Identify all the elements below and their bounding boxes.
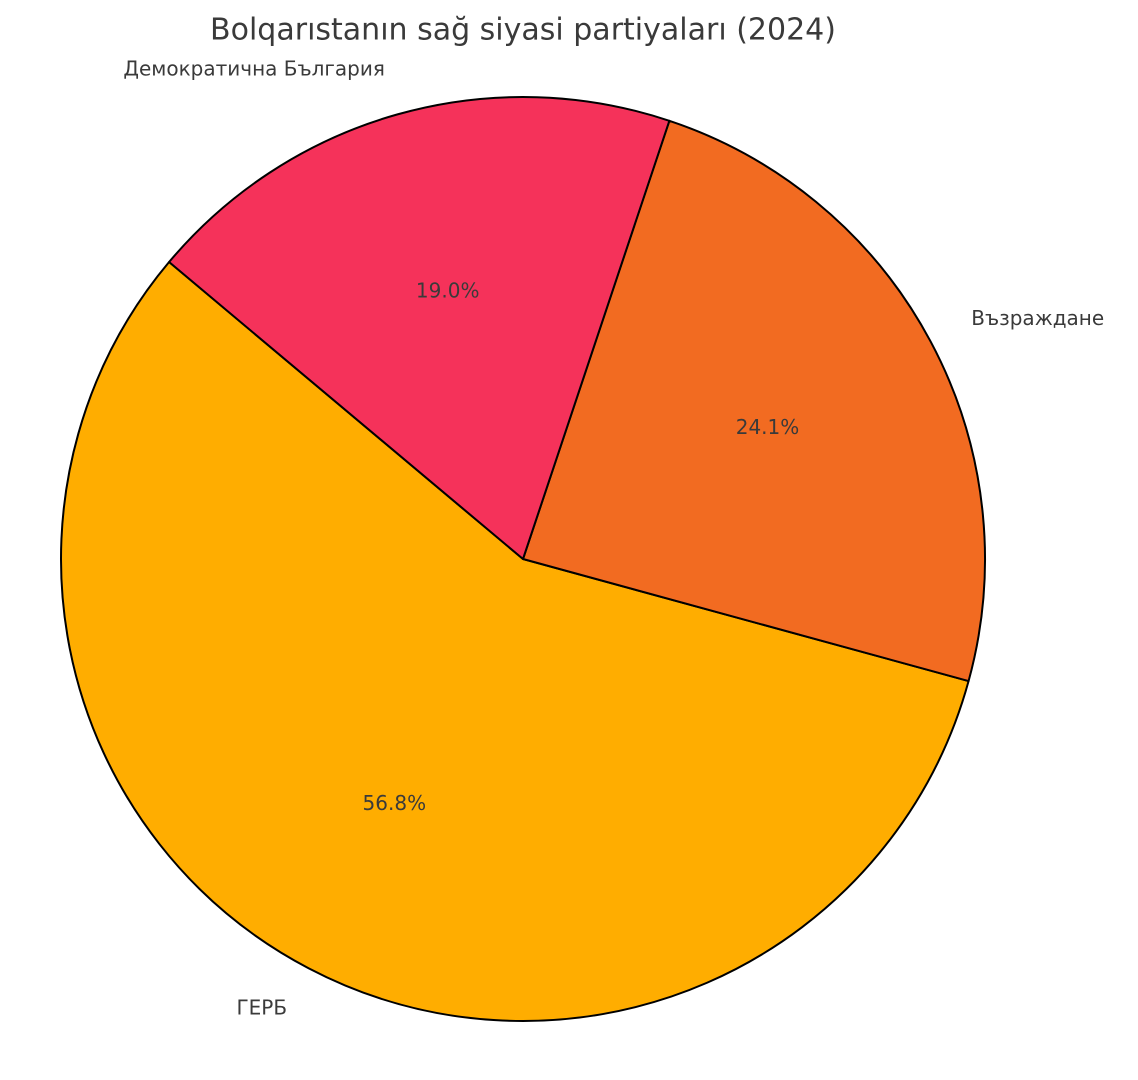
pie-slice [522, 119, 986, 683]
slice-label: Демократична България [123, 56, 385, 80]
value-label: 24.1% [736, 415, 800, 439]
value-label: 19.0% [416, 279, 480, 303]
chart-title: Bolqarıstanın sağ siyasi partiyaları (20… [210, 13, 836, 48]
slice-label: Възраждане [971, 306, 1104, 330]
slice-label: ГЕРБ [236, 996, 287, 1020]
pie-slice [60, 261, 970, 1022]
pie-slice [168, 96, 671, 560]
value-label: 56.8% [363, 791, 427, 815]
